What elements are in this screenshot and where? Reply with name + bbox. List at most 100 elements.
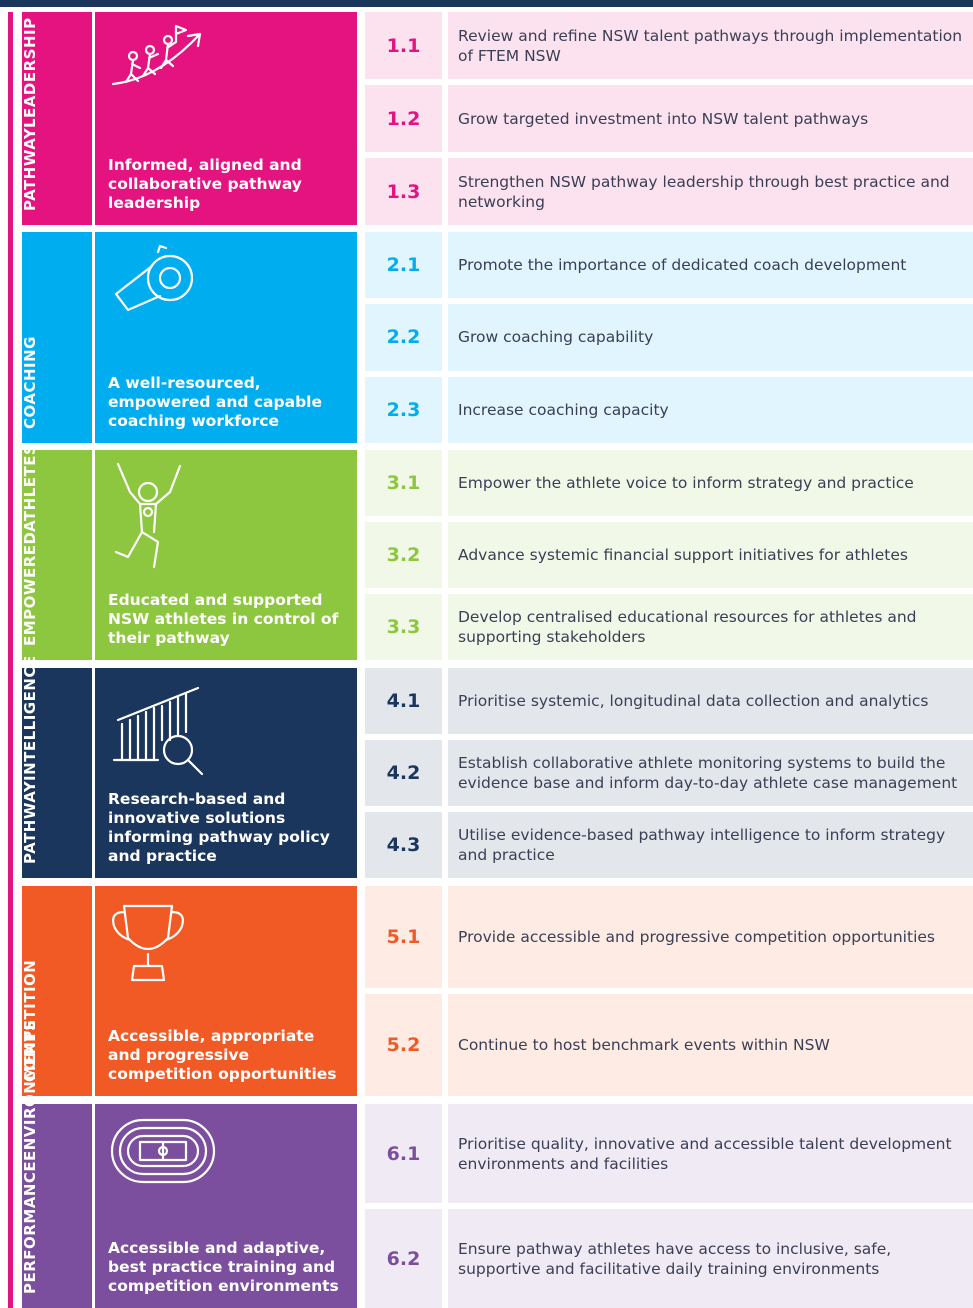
section-label-bg [22,1104,92,1308]
item-text: Increase coaching capacity [448,376,973,443]
item-text: Empower the athlete voice to inform stra… [448,450,973,516]
cell-tint [448,594,973,660]
cell-tint [448,232,973,299]
cell-tint [448,522,973,588]
section-main-bg [95,12,357,225]
cell-tint [365,12,442,79]
section-label-line: LEADERSHIP [21,17,39,128]
item-text: Prioritise quality, innovative and acces… [448,1104,973,1203]
section-icon [108,898,188,992]
cell-tint [365,668,442,734]
section-main-bg [95,450,357,660]
section-label-line: INTELLIGENCE [21,655,39,781]
section-main-bg [95,1104,357,1308]
cell-tint [365,158,442,225]
section-main-bg [95,886,357,1096]
item-text: Utilise evidence-based pathway intellige… [448,812,973,878]
item-text: Review and refine NSW talent pathways th… [448,12,973,79]
section-label-line: ATHLETES [21,443,39,532]
item-number: 4.1 [365,668,442,734]
item-text: Prioritise systemic, longitudinal data c… [448,668,973,734]
section-label-line: PATHWAY [21,780,39,864]
item-text: Establish collaborative athlete monitori… [448,740,973,806]
section-label: COACHING [21,232,92,443]
item-number: 2.1 [365,232,442,299]
section-summary: Educated and supported NSW athletes in c… [108,591,339,647]
item-number: 3.2 [365,522,442,588]
cell-tint [448,450,973,516]
item-text: Provide accessible and progressive compe… [448,886,973,988]
cell-tint [365,1104,442,1203]
section-label-line: COACHING [21,336,39,429]
item-number: 4.3 [365,812,442,878]
section-icon [108,462,188,576]
item-number: 1.3 [365,158,442,225]
section-main-bg [95,668,357,878]
section-label-bg [22,232,92,443]
item-number: 6.1 [365,1104,442,1203]
section-icon [108,24,208,98]
cell-tint [365,994,442,1096]
item-number: 1.2 [365,85,442,152]
item-text: Grow targeted investment into NSW talent… [448,85,973,152]
section-label-line: PERFORMANCE [21,1160,39,1294]
cell-tint [448,994,973,1096]
section-label: PERFORMANCE ENVIRONMENTS [21,1019,92,1308]
cell-tint [365,1209,442,1308]
section-summary: A well-resourced, empowered and capable … [108,374,322,430]
cell-tint [365,594,442,660]
cell-tint [365,740,442,806]
section-main-bg [95,232,357,443]
cell-tint [365,812,442,878]
item-number: 5.1 [365,886,442,988]
top-bar [0,0,973,7]
section-label: PATHWAY INTELLIGENCE [21,655,92,878]
section-label-line: EMPOWERED [21,531,39,646]
section-label-bg [22,12,92,225]
cell-tint [448,740,973,806]
section-label: EMPOWERED ATHLETES [21,443,92,660]
item-number: 6.2 [365,1209,442,1308]
section-label-line: PATHWAY [21,127,39,211]
section-label: PATHWAY LEADERSHIP [21,12,92,225]
item-number: 5.2 [365,994,442,1096]
item-text: Continue to host benchmark events within… [448,994,973,1096]
cell-tint [365,886,442,988]
cell-tint [448,158,973,225]
item-text: Ensure pathway athletes have access to i… [448,1209,973,1308]
section-icon [108,1116,218,1190]
cell-tint [448,886,973,988]
cell-tint [365,376,442,443]
section-icon [108,244,208,328]
section-summary: Accessible, appropriate and progressive … [108,1027,337,1083]
cell-tint [365,232,442,299]
section-summary: Accessible and adaptive, best practice t… [108,1239,339,1295]
section-label-bg [22,668,92,878]
cell-tint [365,522,442,588]
side-stripe [8,12,13,1308]
item-number: 2.2 [365,304,442,371]
item-number: 1.1 [365,12,442,79]
item-text: Develop centralised educational resource… [448,594,973,660]
cell-tint [448,376,973,443]
cell-tint [448,85,973,152]
item-text: Strengthen NSW pathway leadership throug… [448,158,973,225]
cell-tint [365,450,442,516]
section-label-line: ENVIRONMENTS [21,1019,39,1161]
section-summary: Informed, aligned and collaborative path… [108,156,302,212]
section-icon [108,680,208,784]
item-text: Promote the importance of dedicated coac… [448,232,973,299]
cell-tint [448,304,973,371]
section-label-bg [22,450,92,660]
cell-tint [448,12,973,79]
item-number: 3.1 [365,450,442,516]
section-summary: Research-based and innovative solutions … [108,790,330,865]
section-label-bg [22,886,92,1096]
cell-tint [365,304,442,371]
item-number: 3.3 [365,594,442,660]
item-number: 2.3 [365,376,442,443]
cell-tint [365,85,442,152]
cell-tint [448,1209,973,1308]
cell-tint [448,812,973,878]
